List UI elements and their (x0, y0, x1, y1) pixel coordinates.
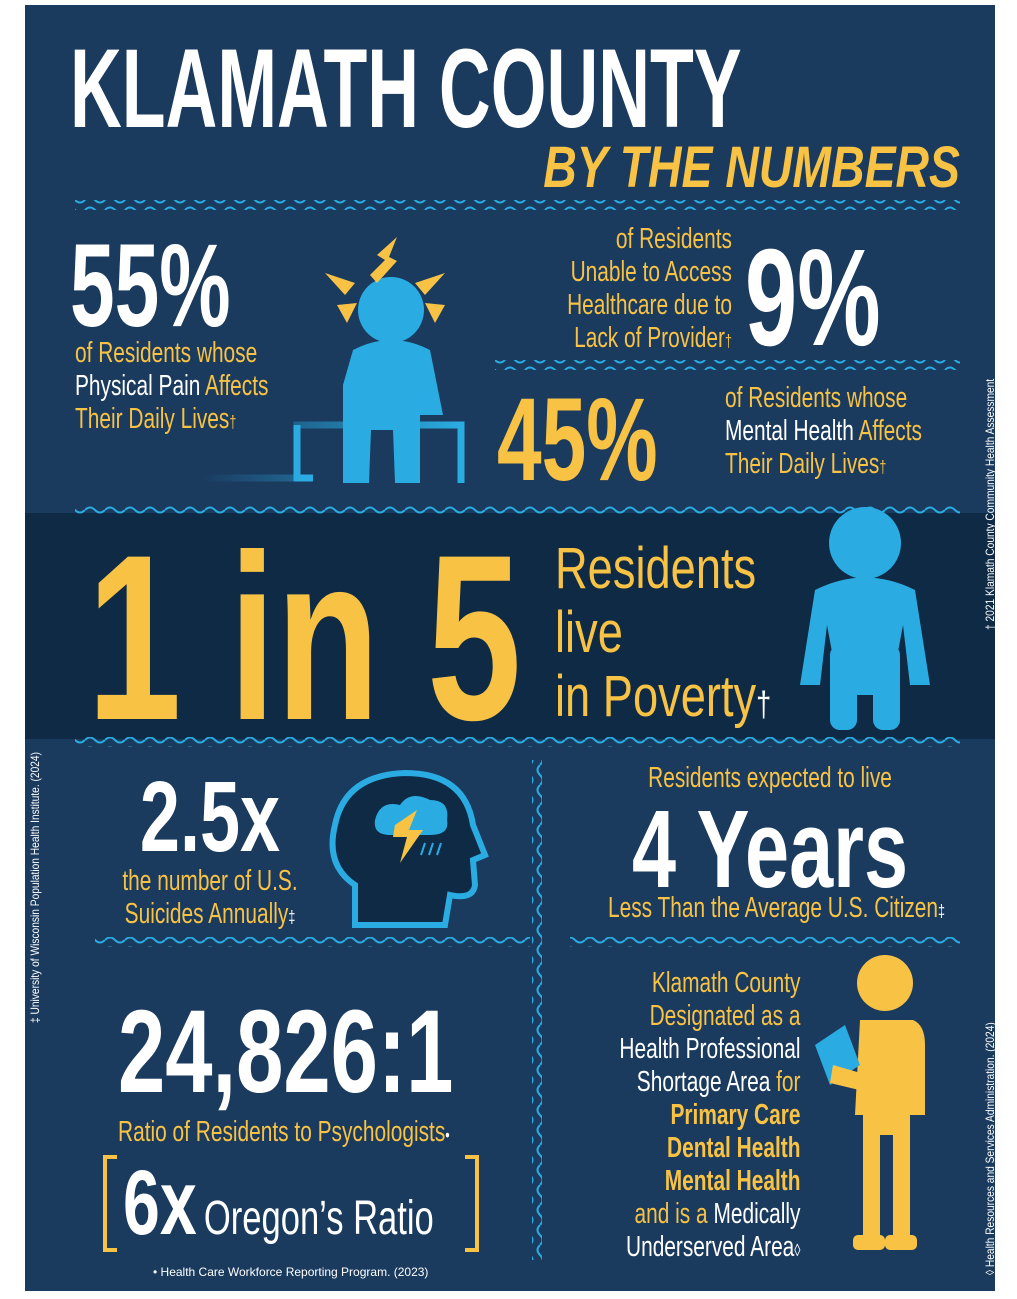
text-line: Suicides Annually‡ (102, 898, 318, 931)
text-line: of Residents (567, 223, 732, 256)
reader-icon (815, 955, 925, 1250)
suicide-text: the number of U.S. Suicides Annually‡ (102, 865, 318, 931)
text: Their Daily Lives (725, 448, 879, 480)
text: Affects (205, 370, 268, 402)
text: Shortage Area (636, 1066, 770, 1098)
pain-figure: 55% (70, 227, 231, 345)
mental-figure: 45% (497, 381, 658, 499)
text-line: Underserved Area◊ (619, 1231, 800, 1264)
life-text: Less Than the Average U.S. Citizen‡ (608, 892, 932, 925)
text-line: Unable to Access (567, 256, 732, 289)
text-line: Physical Pain Affects (75, 370, 268, 403)
access-text: of Residents Unable to Access Healthcare… (567, 223, 732, 355)
subtitle: BY THE NUMBERS (543, 139, 960, 197)
compare-text: Oregon’s Ratio (197, 1192, 434, 1245)
text-line: Lack of Provider† (567, 322, 732, 355)
text: Suicides Annually (125, 898, 289, 930)
source: ◊ Health Resources and Services Administ… (983, 1022, 995, 1275)
ratio-figure: 24,826:1 (118, 993, 442, 1111)
text: Lack of Provider (574, 322, 725, 354)
poster: KLAMATH COUNTY BY THE NUMBERS 55% of Res… (25, 5, 995, 1291)
footnote-mark: † (229, 412, 236, 432)
compare-figure: 6x (123, 1152, 197, 1254)
text-line: in Poverty† (555, 665, 771, 729)
text-line: of Residents whose (75, 337, 268, 370)
footnote-mark: † (879, 457, 886, 477)
access-figure: 9% (745, 229, 881, 367)
text-line: Shortage Area for (619, 1066, 800, 1099)
text-line: Residents (555, 537, 771, 601)
ratio-text: Ratio of Residents to Psychologists• (118, 1116, 442, 1149)
text: and is a (634, 1198, 707, 1230)
page: { "header": {"title": "KLAMATH COUNTY", … (0, 0, 1017, 1299)
text-line: Their Daily Lives† (75, 403, 268, 436)
footnote-mark: ‡ (938, 901, 945, 921)
text: for (776, 1066, 800, 1098)
divider (570, 937, 960, 947)
text: Affects (858, 415, 921, 447)
text: Physical Pain (75, 370, 200, 402)
divider (495, 360, 960, 370)
text-line: and is a Medically (619, 1198, 800, 1231)
text-line: Mental Health (619, 1165, 800, 1198)
source: † 2021 Klamath County Community Health A… (983, 379, 995, 630)
text: Mental Health (725, 415, 854, 447)
title: KLAMATH COUNTY (70, 33, 742, 145)
divider (95, 937, 530, 947)
text-line: Primary Care (619, 1099, 800, 1132)
text-line: the number of U.S. (102, 865, 318, 898)
text-line: Dental Health (619, 1132, 800, 1165)
source: ‡ University of Wisconsin Population Hea… (28, 752, 42, 1023)
text: Underserved Area (626, 1231, 794, 1263)
text-line: Designated as a (619, 1000, 800, 1033)
footnote-mark: ‡ (288, 907, 295, 927)
text: Medically (713, 1198, 800, 1230)
footnote: • Health Care Workforce Reporting Progra… (153, 1265, 428, 1279)
footnote-mark: † (725, 331, 732, 351)
suicide-figure: 2.5x (120, 767, 300, 867)
text: in Poverty (555, 664, 756, 729)
text-line: of Residents whose (725, 382, 922, 415)
poverty-figure: 1 in 5 (87, 520, 521, 756)
text-line: Mental Health Affects (725, 415, 922, 448)
footnote-mark: ◊ (794, 1240, 800, 1260)
head-icon (333, 773, 486, 925)
divider (75, 200, 960, 210)
text-line: Health Professional (619, 1033, 800, 1066)
text: Their Daily Lives (75, 403, 229, 435)
text: Ratio of Residents to Psychologists (118, 1116, 445, 1148)
text: Less Than the Average U.S. Citizen (608, 892, 938, 924)
text-line: live (555, 601, 771, 665)
poverty-text: Residents live in Poverty† (555, 537, 771, 729)
text-line: Klamath County (619, 967, 800, 1000)
life-figure: 4 Years (608, 795, 932, 905)
text-line: Their Daily Lives† (725, 448, 922, 481)
shortage-text: Klamath County Designated as a Health Pr… (619, 967, 800, 1264)
footnote-mark: • (445, 1125, 449, 1145)
footnote-mark: † (756, 685, 771, 724)
pain-text: of Residents whose Physical Pain Affects… (75, 337, 268, 436)
mental-text: of Residents whose Mental Health Affects… (725, 382, 922, 481)
text-line: Healthcare due to (567, 289, 732, 322)
divider (532, 760, 542, 1260)
